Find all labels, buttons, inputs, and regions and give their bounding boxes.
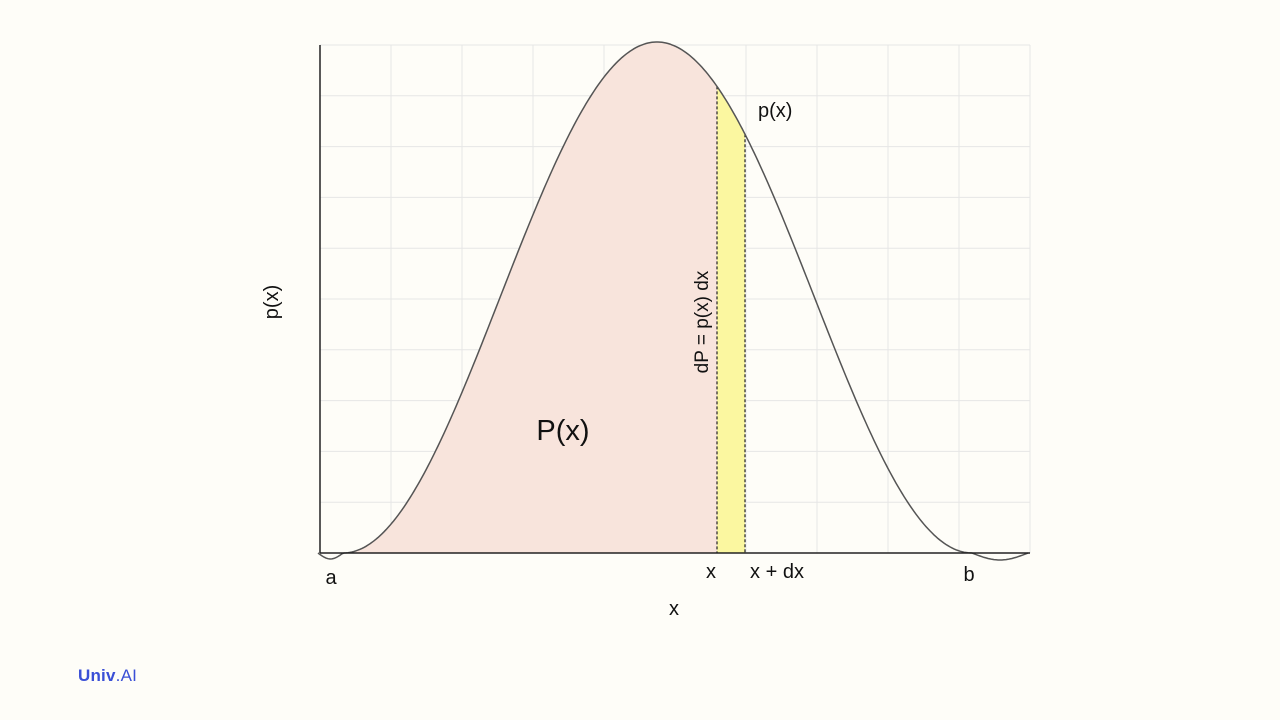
curve-label: p(x) bbox=[758, 100, 792, 122]
dx-strip-fill bbox=[717, 86, 745, 554]
univ-ai-logo: Univ.AI bbox=[78, 666, 137, 686]
logo-bold-part: Univ bbox=[78, 666, 116, 685]
tick-label-x-plus-dx: x + dx bbox=[750, 561, 804, 583]
density-curve bbox=[317, 41, 1029, 561]
tick-label-b: b bbox=[963, 564, 974, 586]
area-label: P(x) bbox=[536, 415, 589, 447]
y-axis-label: p(x) bbox=[261, 285, 283, 319]
strip-label: dP = p(x) dx bbox=[692, 270, 713, 373]
tick-label-a: a bbox=[325, 567, 337, 589]
logo-rest-part: .AI bbox=[115, 666, 138, 685]
cumulative-area-fill bbox=[343, 42, 717, 553]
tick-label-x: x bbox=[706, 561, 716, 583]
x-axis-label: x bbox=[669, 598, 679, 620]
